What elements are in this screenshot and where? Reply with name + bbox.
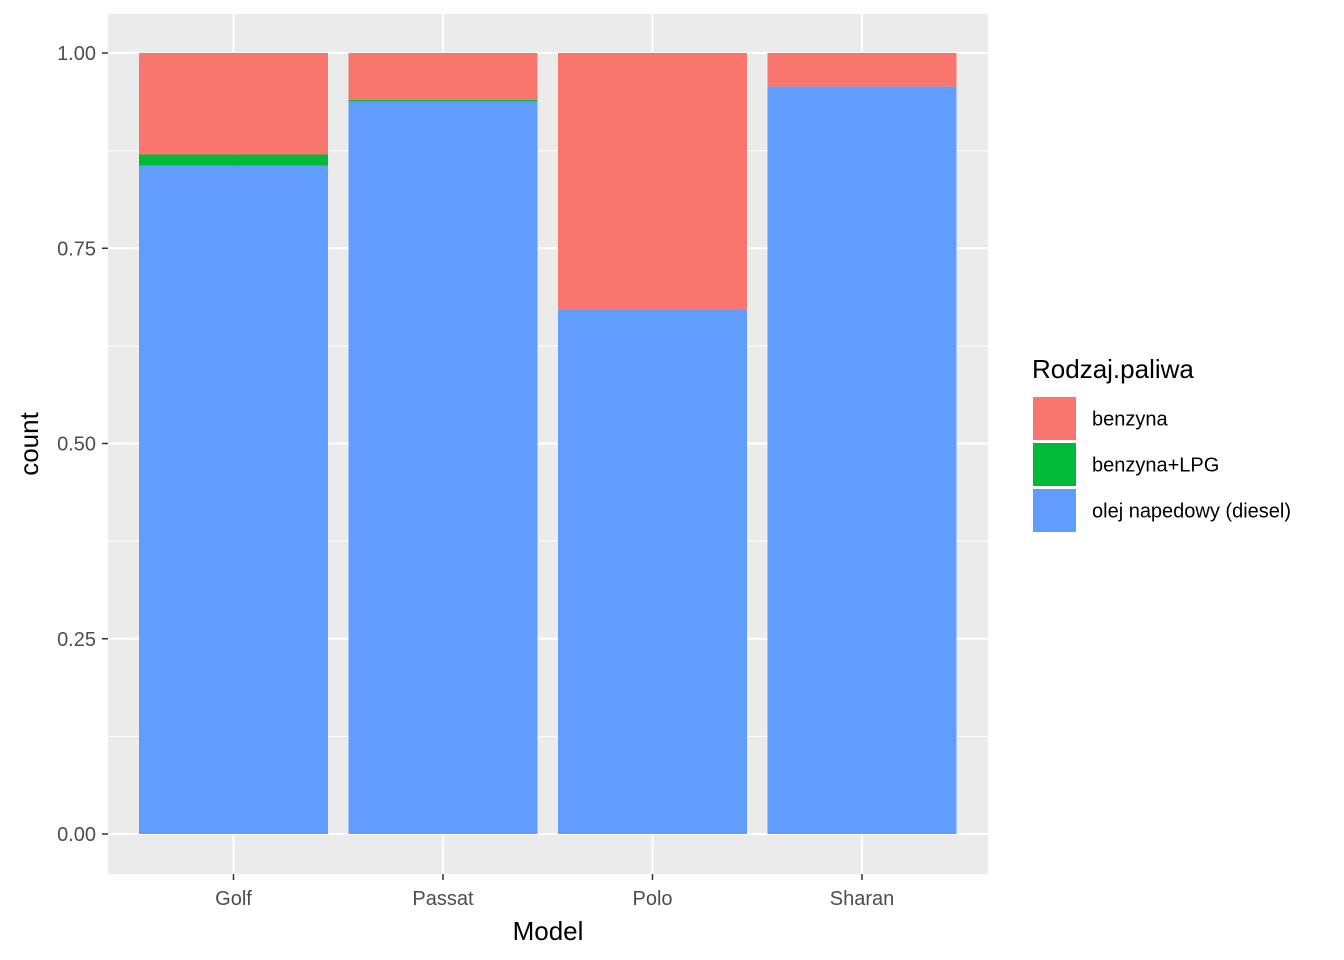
bar-segment [558,53,747,310]
legend-label: benzyna [1092,409,1168,431]
y-tick-label: 1.00 [57,43,96,65]
bar-segment [348,53,538,100]
y-tick-label: 0.25 [57,629,96,651]
x-axis-title: Model [513,916,584,946]
bar-segment [348,101,538,834]
x-tick-label: Polo [632,888,672,910]
x-tick-label: Sharan [830,888,895,910]
y-tick-label: 0.00 [57,824,96,846]
bars [139,53,957,835]
legend-title: Rodzaj.paliwa [1032,354,1194,384]
bar-segment [139,165,328,835]
legend: Rodzaj.paliwa benzyna benzyna+LPG olej nap… [1032,354,1291,532]
y-tick-label: 0.50 [57,434,96,456]
bar-segment [558,309,747,835]
legend-label: olej napedowy (diesel) [1092,501,1291,523]
y-axis: 0.00 0.25 0.50 0.75 1.00 [57,43,108,846]
bar-segment [139,53,328,155]
x-axis: Golf Passat Polo Sharan [215,874,894,910]
legend-key [1033,397,1076,440]
x-tick-label: Passat [412,888,474,910]
bar-segment [348,99,538,102]
bar-segment [767,53,957,87]
x-tick-label: Golf [215,888,252,910]
y-axis-title: count [14,411,44,475]
legend-key [1033,443,1076,486]
legend-label: benzyna+LPG [1092,455,1219,477]
bar-segment [139,154,328,166]
legend-key [1033,489,1076,532]
y-tick-label: 0.75 [57,238,96,260]
bar-segment [767,86,957,834]
